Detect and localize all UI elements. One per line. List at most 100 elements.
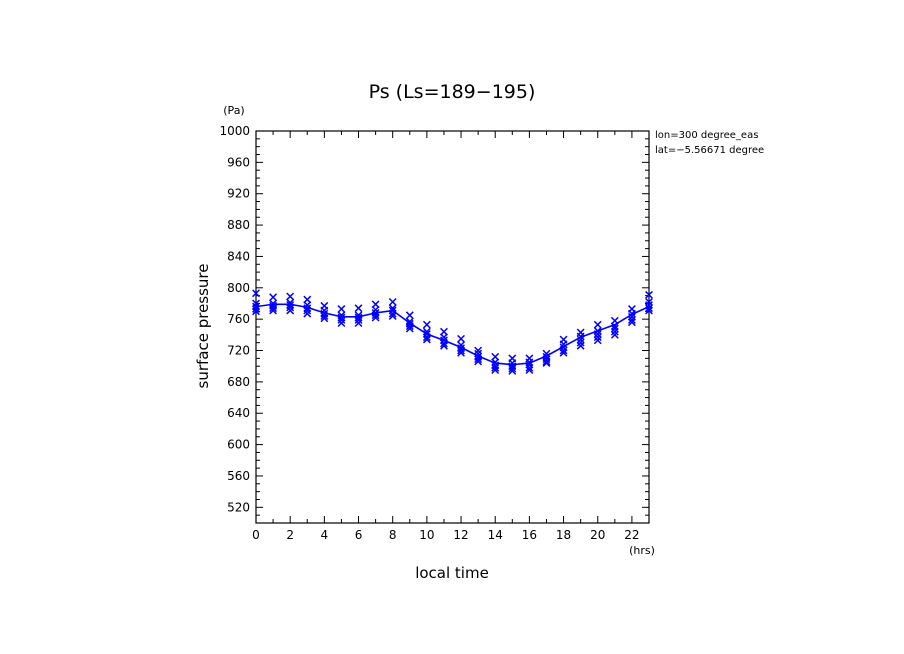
data-point-marker (269, 306, 278, 315)
data-point-marker (542, 357, 551, 366)
chart-title: Ps (Ls=189−195) (369, 81, 536, 103)
data-point-marker (286, 292, 295, 301)
data-point-marker (354, 316, 363, 324)
data-point-marker (320, 312, 329, 320)
data-point-marker (286, 303, 295, 312)
x-tick-label: 0 (252, 528, 260, 542)
data-point-marker (645, 306, 653, 315)
x-tick-label: 18 (556, 528, 571, 542)
annotation-lat: lat=−5.56671 degree (655, 145, 764, 156)
data-point-marker (269, 293, 278, 302)
data-point-marker (610, 327, 619, 336)
data-point-marker (422, 335, 431, 344)
x-tick-label: 4 (321, 528, 329, 542)
plot-frame (255, 130, 650, 524)
data-point-marker (252, 305, 260, 313)
data-point-marker (252, 307, 260, 316)
x-unit-label: (hrs) (629, 544, 655, 557)
data-point-marker (474, 355, 483, 364)
series-line (255, 303, 650, 366)
data-point-marker (593, 326, 602, 335)
x-tick-label: 6 (355, 528, 363, 542)
x-tick-label: 8 (389, 528, 397, 542)
x-tick-label: 20 (590, 528, 605, 542)
data-point-marker (559, 348, 568, 357)
y-tick-label: 880 (227, 218, 250, 232)
data-point-marker (354, 319, 363, 328)
data-point-marker (269, 304, 278, 313)
data-point-marker (627, 309, 636, 318)
data-point-marker (593, 330, 602, 338)
data-point-marker (627, 316, 636, 324)
y-ticks: 520 560 600 640 680 720 760 800 840 880 920 960 1000 (219, 124, 649, 524)
data-point-marker (252, 289, 260, 298)
data-point-marker (610, 324, 619, 333)
data-point-marker (576, 341, 585, 350)
y-tick-label: 680 (227, 375, 250, 389)
data-point-marker (440, 341, 448, 350)
data-point-marker (525, 366, 534, 375)
data-point-marker (491, 366, 500, 375)
data-point-marker (576, 335, 585, 344)
data-point-marker (405, 324, 414, 333)
data-point-marker (371, 311, 380, 320)
y-tick-label: 800 (227, 281, 250, 295)
data-point-marker (286, 306, 295, 315)
data-point-marker (405, 322, 414, 331)
data-point-marker (337, 319, 346, 328)
x-tick-label: 14 (488, 528, 503, 542)
data-point-marker (440, 339, 448, 348)
data-point-marker (303, 306, 312, 315)
data-point-marker (491, 363, 500, 372)
data-point-marker (525, 363, 534, 372)
y-tick-label: 640 (227, 406, 250, 420)
data-point-marker (320, 314, 329, 323)
data-point-marker (388, 309, 397, 318)
y-tick-label: 960 (227, 155, 250, 169)
data-point-marker (337, 316, 346, 324)
x-tick-label: 10 (419, 528, 434, 542)
data-point-marker (388, 312, 397, 320)
data-point-marker (422, 333, 431, 342)
annotation-lon: lon=300 degree_eas (655, 130, 758, 141)
data-point-marker (474, 346, 483, 355)
data-point-marker (610, 330, 619, 339)
y-unit-label: (Pa) (223, 104, 244, 117)
data-point-marker (354, 304, 363, 313)
data-point-marker (593, 320, 602, 329)
data-point-marker (542, 359, 551, 367)
data-point-marker (576, 332, 585, 341)
x-axis-label: local time (415, 564, 489, 582)
data-point-marker (457, 334, 465, 343)
data-point-marker (645, 297, 653, 306)
y-tick-label: 920 (227, 187, 250, 201)
data-point-marker (627, 318, 636, 327)
data-point-marker (337, 305, 346, 313)
data-point-marker (508, 364, 517, 373)
data-point-marker (559, 340, 568, 349)
data-point-marker (645, 290, 653, 299)
x-tick-label: 12 (453, 528, 468, 542)
data-point-marker (576, 338, 585, 347)
mean-line (255, 303, 650, 366)
data-point-marker (508, 366, 517, 375)
x-tick-label: 2 (286, 528, 294, 542)
data-point-marker (457, 346, 465, 355)
y-axis-label: surface pressure (194, 264, 212, 389)
x-tick-label: 16 (522, 528, 537, 542)
data-point-marker (422, 320, 431, 329)
data-point-marker (645, 304, 653, 313)
data-point-marker (559, 346, 568, 355)
y-tick-label: 1000 (219, 124, 250, 138)
data-point-marker (405, 311, 414, 320)
data-point-marker (303, 309, 312, 318)
data-point-marker (593, 333, 602, 342)
data-point-marker (593, 336, 602, 345)
data-point-marker (457, 348, 465, 357)
data-point-marker (474, 357, 483, 366)
y-tick-label: 840 (227, 249, 250, 263)
x-tick-label: 22 (624, 528, 639, 542)
data-point-marker (371, 313, 380, 322)
y-tick-label: 520 (227, 500, 250, 514)
